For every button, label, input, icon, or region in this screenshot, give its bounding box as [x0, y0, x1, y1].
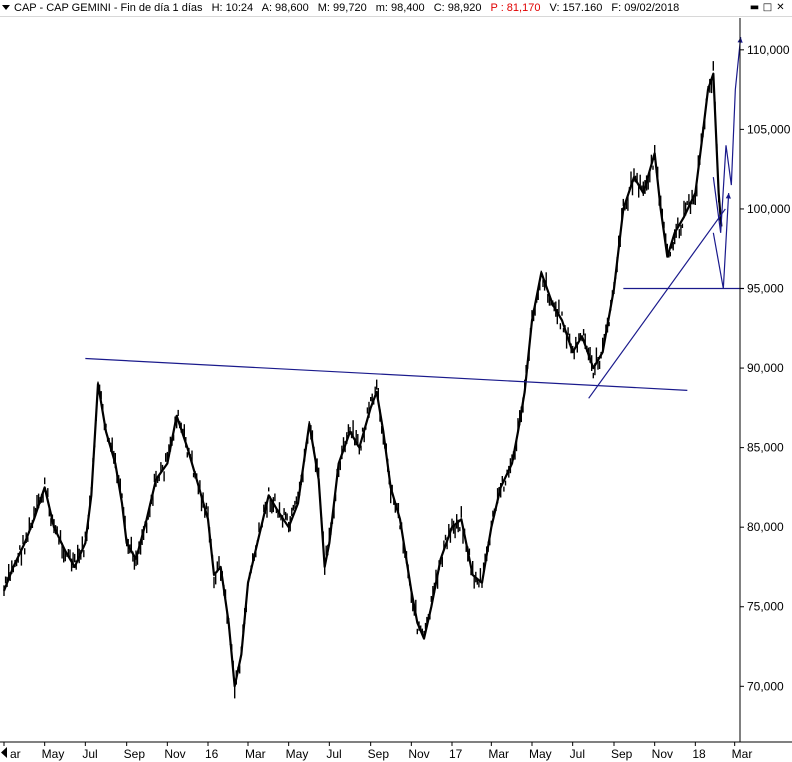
- projected-path[interactable]: [712, 192, 730, 289]
- arrowhead-icon: [725, 193, 731, 199]
- x-tick-label: 17: [449, 747, 463, 761]
- x-tick-label: May: [529, 747, 552, 761]
- close-icon[interactable]: ✕: [776, 2, 785, 13]
- x-tick-label: 16: [205, 747, 219, 761]
- x-tick-label: Sep: [368, 747, 390, 761]
- x-tick-label: May: [42, 747, 65, 761]
- price-range-bars: [3, 61, 721, 699]
- minimize-icon[interactable]: ▬: [749, 2, 760, 13]
- x-tick-label: Jul: [570, 747, 585, 761]
- support-trendline[interactable]: [588, 208, 726, 399]
- x-tick-label: 18: [692, 747, 706, 761]
- x-tick-label: Mar: [732, 747, 753, 761]
- x-tick-label: Sep: [124, 747, 146, 761]
- quote-summary: CAP - CAP GEMINI - Fin de día 1 días H: …: [14, 0, 685, 16]
- price-series-line: [2, 72, 723, 688]
- y-tick-label: 70,000: [747, 679, 784, 693]
- high-time-value: H: 10:24: [211, 2, 254, 14]
- window-controls: ▬ □ ✕: [749, 2, 786, 13]
- x-tick-label: Mar: [488, 747, 509, 761]
- dropdown-arrow-icon[interactable]: [2, 5, 10, 10]
- scroll-left-icon[interactable]: [0, 745, 9, 760]
- x-axis: ar May Jul Sep Nov 16 Mar May Jul Sep Nov 17 Mar May J…: [0, 741, 792, 761]
- ask-value: A: 98,600: [261, 2, 309, 14]
- x-tick-label: Jul: [326, 747, 341, 761]
- annotation-layer: [85, 37, 744, 399]
- chart-title-bar: CAP - CAP GEMINI - Fin de día 1 días H: …: [0, 0, 792, 17]
- y-tick-label: 90,000: [747, 361, 784, 375]
- x-tick-label: Jul: [82, 747, 97, 761]
- x-tick-label: Nov: [408, 747, 429, 761]
- y-tick-label: 95,000: [747, 282, 784, 296]
- date-value: F: 09/02/2018: [611, 2, 680, 14]
- max-value: M: 99,720: [317, 2, 367, 14]
- pnl-value: P : 81,170: [490, 2, 541, 14]
- y-tick-label: 105,000: [747, 122, 791, 136]
- y-tick-label: 100,000: [747, 202, 791, 216]
- symbol-label: CAP - CAP GEMINI - Fin de día 1 días: [14, 2, 203, 14]
- x-tick-label: Nov: [164, 747, 185, 761]
- y-tick-label: 80,000: [747, 520, 784, 534]
- resistance-line[interactable]: [85, 357, 688, 391]
- projected-path[interactable]: [712, 37, 742, 233]
- volume-value: V: 157.160: [549, 2, 603, 14]
- x-tick-label: ar: [10, 747, 21, 761]
- restore-icon[interactable]: □: [762, 2, 773, 13]
- x-tick-label: Nov: [652, 747, 673, 761]
- y-tick-label: 85,000: [747, 441, 784, 455]
- y-tick-label: 110,000: [747, 43, 790, 57]
- x-tick-label: Mar: [245, 747, 266, 761]
- plot-area: [2, 61, 723, 699]
- y-axis: 110,000 105,000 100,000 95,000 90,000 85,000 8…: [739, 18, 791, 742]
- x-tick-label: Sep: [611, 747, 633, 761]
- x-tick-label: May: [286, 747, 309, 761]
- close-value: C: 98,920: [433, 2, 482, 14]
- y-tick-label: 75,000: [747, 600, 784, 614]
- min-value: m: 98,400: [375, 2, 425, 14]
